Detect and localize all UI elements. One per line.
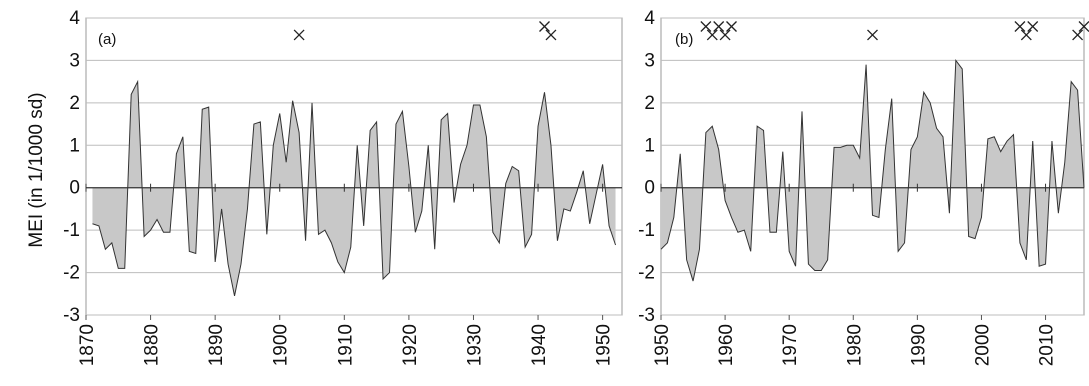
panel-b-x-marker bbox=[726, 21, 737, 32]
panel-a-x-tick-label: 1910 bbox=[335, 324, 356, 366]
panel-b-x-tick-label: 2000 bbox=[972, 324, 993, 366]
panel-b-x-marker bbox=[1014, 21, 1026, 32]
panel-b-y-tick-label: -2 bbox=[638, 263, 655, 284]
panel-b-x-tick-label: 1990 bbox=[908, 324, 929, 366]
panel-b-label: (b) bbox=[675, 31, 693, 48]
panel-b-x-marker bbox=[1072, 29, 1084, 41]
panel-a-y-tick-label: -2 bbox=[63, 263, 80, 284]
panel-a-y-tick-label: -1 bbox=[63, 220, 80, 241]
panel-b-x-tick-label: 1950 bbox=[652, 324, 673, 366]
panel-a-x-tick-label: 1940 bbox=[529, 324, 550, 366]
panel-b-x-marker bbox=[867, 29, 878, 41]
panel-a-x-tick-label: 1920 bbox=[400, 324, 421, 366]
panel-b-y-tick-label: 0 bbox=[644, 178, 655, 199]
panel-a-y-tick-label: 2 bbox=[69, 93, 80, 114]
panel-b-x-marker bbox=[1027, 21, 1039, 32]
panel-a-x-tick-label: 1880 bbox=[142, 324, 163, 366]
panel-b-y-tick-label: 4 bbox=[644, 8, 655, 29]
panel-a-y-tick-label: 3 bbox=[69, 50, 80, 71]
panel-a-y-tick-label: 4 bbox=[69, 8, 80, 29]
panel-b-x-marker bbox=[719, 29, 731, 41]
panel-b-x-tick-label: 1980 bbox=[844, 324, 865, 366]
panel-b-y-tick-label: 3 bbox=[644, 50, 655, 71]
y-axis-label: MEI (in 1/1000 sd) bbox=[26, 92, 47, 247]
panel-b-x-marker bbox=[1020, 29, 1032, 41]
panel-b-y-tick-label: -3 bbox=[638, 305, 655, 326]
panel-b-y-tick-label: -1 bbox=[638, 220, 655, 241]
panel-b-x-marker bbox=[713, 21, 725, 32]
panel-b-line bbox=[660, 59, 1085, 282]
panel-a-label: (a) bbox=[98, 31, 116, 48]
panel-a-x-marker bbox=[539, 21, 550, 32]
panel-b-chart: -3 -2 -1 0 1 2 3 4 1950 1960 1970 1980 1990 2000 2010 (… bbox=[638, 8, 1089, 366]
panel-a-y-tick-label: 1 bbox=[69, 135, 80, 156]
panel-a-x-tick-label: 1870 bbox=[77, 324, 98, 366]
panel-a-y-tick-label: 0 bbox=[69, 178, 80, 199]
panel-a-x-tick-label: 1890 bbox=[206, 324, 227, 366]
panel-b-x-marker bbox=[700, 21, 712, 32]
panel-b-x-tick-label: 1960 bbox=[716, 324, 737, 366]
panel-b-y-tick-label: 2 bbox=[644, 93, 655, 114]
panel-a-x-tick-label: 1950 bbox=[594, 324, 615, 366]
panel-a-x-marker bbox=[545, 29, 557, 41]
panel-b-x-marker bbox=[706, 29, 718, 41]
panel-a-line bbox=[92, 79, 617, 297]
panel-b-x-tick-label: 1970 bbox=[780, 324, 801, 366]
panel-b-area bbox=[661, 60, 1084, 282]
panel-a-x-tick-label: 1930 bbox=[464, 324, 485, 366]
panel-b-frame bbox=[660, 17, 1085, 316]
panel-a-y-tick-label: -3 bbox=[63, 305, 80, 326]
panel-b-x-tick-label: 2010 bbox=[1037, 324, 1058, 366]
panel-a-x-tick-label: 1900 bbox=[271, 324, 292, 366]
panel-b-x-marker bbox=[1078, 21, 1089, 32]
panel-b-y-tick-label: 1 bbox=[644, 135, 655, 156]
panel-a-chart: -3 -2 -1 0 1 2 3 4 1870 1880 1890 1900 1910 1920 1930 1… bbox=[63, 8, 623, 366]
panel-a-x-marker bbox=[293, 29, 305, 41]
